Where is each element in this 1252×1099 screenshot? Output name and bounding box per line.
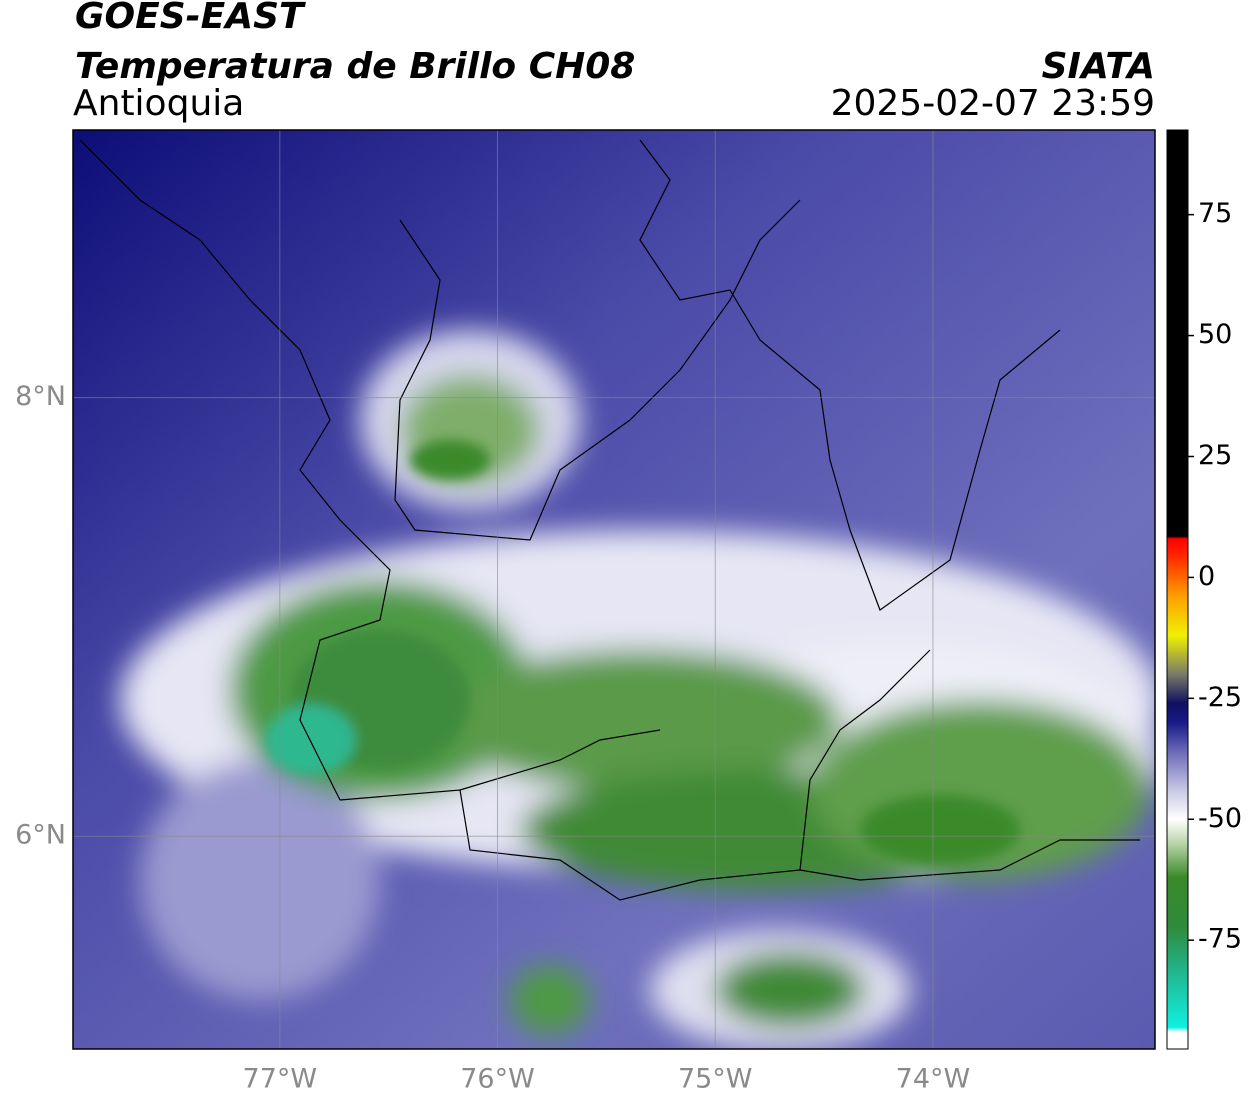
colorbar-tick-label: 50 bbox=[1198, 319, 1232, 350]
y-tick-label: 8°N bbox=[15, 381, 66, 412]
map-frame bbox=[72, 129, 1156, 1050]
colorbar-tick-label: -25 bbox=[1198, 682, 1242, 713]
x-tick-label: 75°W bbox=[678, 1064, 753, 1095]
title: GOES-EAST bbox=[75, 0, 306, 37]
satellite-image bbox=[73, 130, 1155, 1049]
timestamp: 2025-02-07 23:59 bbox=[831, 83, 1155, 124]
colorbar-tick-label: 25 bbox=[1198, 440, 1232, 471]
x-tick-label: 77°W bbox=[243, 1064, 318, 1095]
subtitle: Temperatura de Brillo CH08 bbox=[75, 46, 635, 87]
colorbar-tick-label: -75 bbox=[1198, 924, 1242, 955]
colorbar-tick-label: 0 bbox=[1198, 561, 1215, 592]
x-tick-label: 74°W bbox=[896, 1064, 971, 1095]
x-tick-label: 76°W bbox=[460, 1064, 535, 1095]
y-tick-label: 6°N bbox=[15, 820, 66, 851]
region: Antioquia bbox=[73, 83, 244, 124]
colorbar-tick-label: -50 bbox=[1198, 803, 1242, 834]
colorbar-tick-label: 75 bbox=[1198, 198, 1232, 229]
source: SIATA bbox=[1042, 46, 1155, 87]
colorbar bbox=[1166, 129, 1189, 1050]
